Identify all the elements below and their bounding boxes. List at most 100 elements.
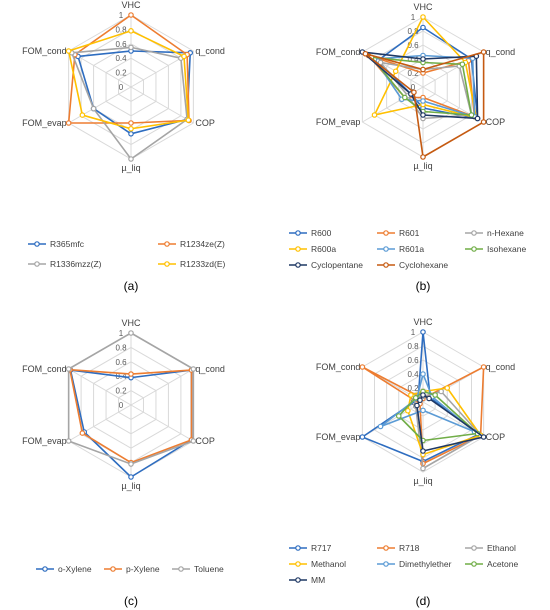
tick-label: 0.6 xyxy=(115,40,127,49)
legend-label: p-Xylene xyxy=(126,564,160,574)
tick-label: 0 xyxy=(119,401,124,410)
axis-label: VHC xyxy=(121,318,141,328)
tick-label: 1 xyxy=(119,11,124,20)
tick-label: 0.6 xyxy=(407,41,419,50)
legend-label: R1233zd(E) xyxy=(180,259,226,269)
legend-marker xyxy=(471,561,477,567)
axis-label: COP xyxy=(486,117,506,127)
data-point xyxy=(420,24,426,31)
legend-label: R1336mzz(Z) xyxy=(50,259,102,269)
legend-label: Cyclopentane xyxy=(311,260,363,270)
tick-label: 1 xyxy=(411,328,416,337)
tick-label: 0.8 xyxy=(115,25,127,34)
axis-label: COP xyxy=(195,436,215,446)
radar-panel-4: 00.20.40.60.81VHCq_condCOPµ_liqFOM_evapF… xyxy=(289,317,518,608)
data-point xyxy=(65,366,72,372)
tick-label: 0.6 xyxy=(407,356,419,365)
legend-marker xyxy=(471,230,477,236)
axis-label: COP xyxy=(195,118,215,128)
tick-label: 0.2 xyxy=(115,69,127,78)
grid-spoke xyxy=(130,404,194,442)
data-point xyxy=(128,371,134,377)
data-point xyxy=(420,371,426,377)
legend-marker xyxy=(110,566,116,572)
data-point xyxy=(420,329,426,335)
data-point xyxy=(438,388,444,395)
legend-label: R718 xyxy=(399,543,420,553)
data-point xyxy=(405,407,411,414)
axis-label: VHC xyxy=(121,0,141,10)
axis-label: µ_liq xyxy=(121,481,140,491)
legend-label: Cyclohexane xyxy=(399,260,448,270)
tick-label: 1 xyxy=(119,329,124,338)
data-point xyxy=(420,66,426,73)
axis-label: FOM_evap xyxy=(22,118,67,128)
data-point xyxy=(420,56,426,62)
grid-spoke xyxy=(68,86,132,124)
legend-label: MM xyxy=(311,575,325,585)
data-point xyxy=(190,366,197,372)
legend-label: Isohexane xyxy=(487,244,526,254)
legend-marker xyxy=(383,561,389,567)
data-point xyxy=(79,112,86,118)
axis-label: µ_liq xyxy=(413,476,432,486)
axis-label: q_cond xyxy=(486,362,516,372)
legend-label: R600 xyxy=(311,228,332,238)
legend-marker xyxy=(295,577,301,583)
data-point xyxy=(65,120,72,126)
data-point xyxy=(128,28,134,34)
legend-label: R601a xyxy=(399,244,424,254)
legend-label: n-Hexane xyxy=(487,228,524,238)
data-point xyxy=(420,448,426,454)
data-point xyxy=(420,14,426,20)
legend-marker xyxy=(383,545,389,551)
data-point xyxy=(402,94,408,101)
legend-marker xyxy=(383,230,389,236)
panel-label: (a) xyxy=(124,279,139,293)
data-point xyxy=(377,423,384,430)
legend-marker xyxy=(34,261,40,267)
data-point xyxy=(185,117,192,123)
legend-label: R365mfc xyxy=(50,239,85,249)
data-point xyxy=(128,156,134,162)
data-point xyxy=(359,364,366,370)
legend-marker xyxy=(471,545,477,551)
panel-label: (d) xyxy=(416,594,431,608)
data-point xyxy=(359,434,366,440)
axis-label: q_cond xyxy=(486,47,516,57)
tick-label: 0.4 xyxy=(407,55,419,64)
legend-marker xyxy=(295,262,301,268)
grid-spoke xyxy=(362,401,424,438)
tick-label: 0.2 xyxy=(407,384,419,393)
data-point xyxy=(377,59,384,66)
legend-marker xyxy=(164,241,170,247)
legend-marker xyxy=(178,566,184,572)
axis-label: COP xyxy=(486,432,506,442)
tick-label: 1 xyxy=(411,13,416,22)
data-point xyxy=(128,12,134,18)
data-point xyxy=(395,413,402,419)
data-point xyxy=(426,395,432,402)
data-point xyxy=(128,474,134,480)
tick-label: 0.2 xyxy=(407,69,419,78)
legend-label: o-Xylene xyxy=(58,564,92,574)
tick-label: 0.8 xyxy=(115,343,127,352)
legend-marker xyxy=(164,261,170,267)
tick-label: 0.4 xyxy=(407,370,419,379)
tick-label: 0.6 xyxy=(115,358,127,367)
tick-label: 0.8 xyxy=(407,342,419,351)
data-point xyxy=(128,131,134,137)
legend-label: R1234ze(Z) xyxy=(180,239,225,249)
data-point xyxy=(432,392,438,398)
axis-label: FOM_cond xyxy=(22,46,67,56)
data-point xyxy=(417,397,423,404)
data-point xyxy=(128,330,134,336)
data-point xyxy=(444,385,451,391)
axis-label: VHC xyxy=(413,2,433,12)
axis-label: FOM_evap xyxy=(316,432,361,442)
data-point xyxy=(412,395,419,401)
data-point xyxy=(392,68,399,75)
axis-label: VHC xyxy=(413,317,433,327)
data-point xyxy=(468,112,475,118)
tick-label: 0.2 xyxy=(115,387,127,396)
